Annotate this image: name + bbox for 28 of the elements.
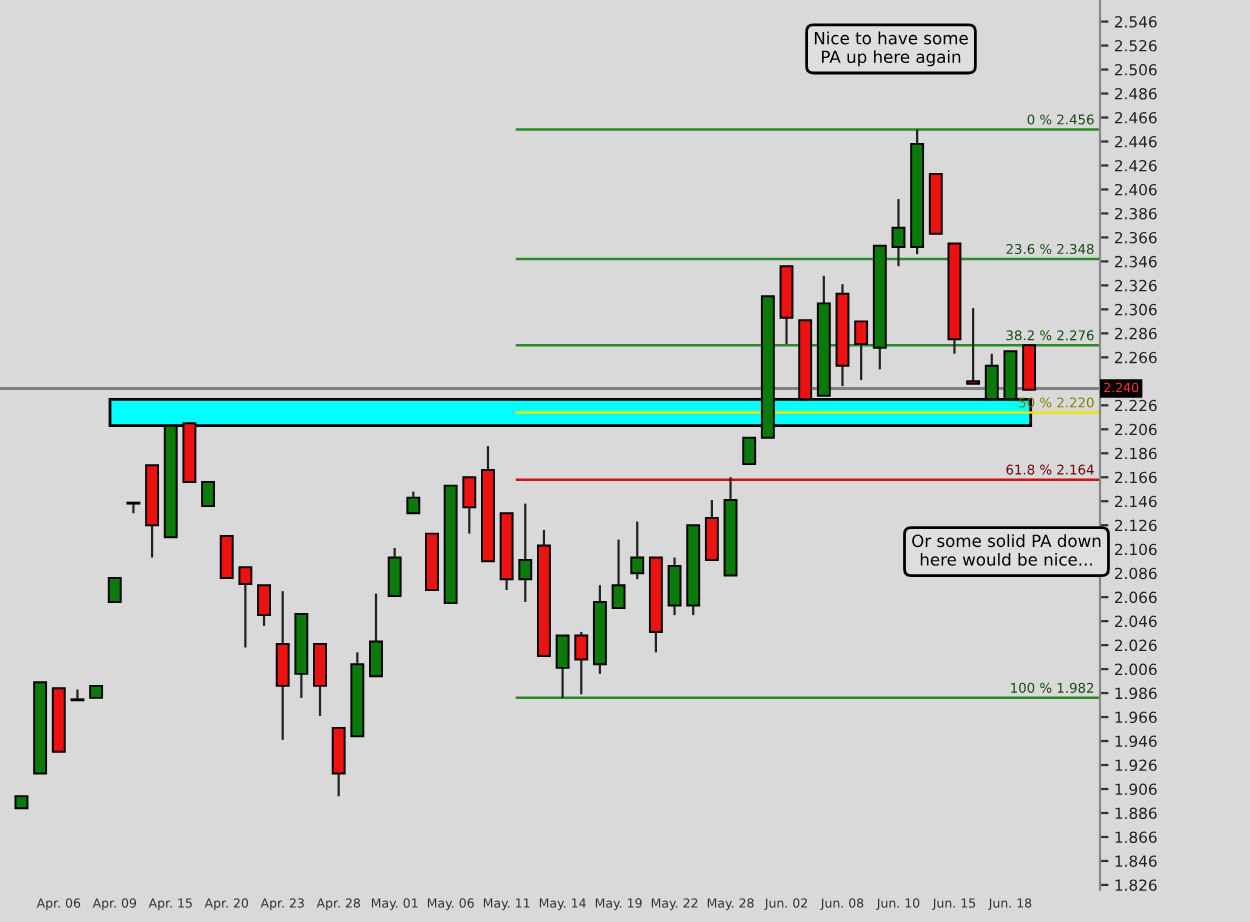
candlestick [406, 490, 421, 515]
candlestick [462, 476, 477, 535]
candlestick [611, 538, 626, 610]
candlestick [1022, 343, 1037, 391]
candlestick [518, 502, 533, 604]
annotation: Nice to have some PA up here again [814, 31, 968, 67]
candlestick [555, 634, 570, 699]
candlestick [219, 535, 234, 579]
candlestick [630, 520, 645, 581]
candlestick [854, 320, 869, 382]
candlestick [238, 566, 253, 649]
candlestick [70, 688, 85, 702]
candlestick [742, 436, 757, 466]
candlestick [275, 590, 290, 741]
candlestick [574, 630, 589, 696]
annotation: Or some solid PA down here would be nice... [912, 534, 1101, 566]
candlestick [201, 481, 215, 507]
candlestick [257, 584, 271, 628]
candlestick [667, 556, 682, 617]
candlestick [966, 307, 981, 385]
candlestick [387, 546, 402, 598]
candlestick [331, 726, 346, 798]
candlestick [107, 576, 122, 603]
candlestick [126, 501, 141, 515]
candlestick [891, 197, 906, 268]
candlestick [704, 498, 719, 562]
candlestick [369, 592, 383, 678]
candlestick [313, 642, 327, 717]
